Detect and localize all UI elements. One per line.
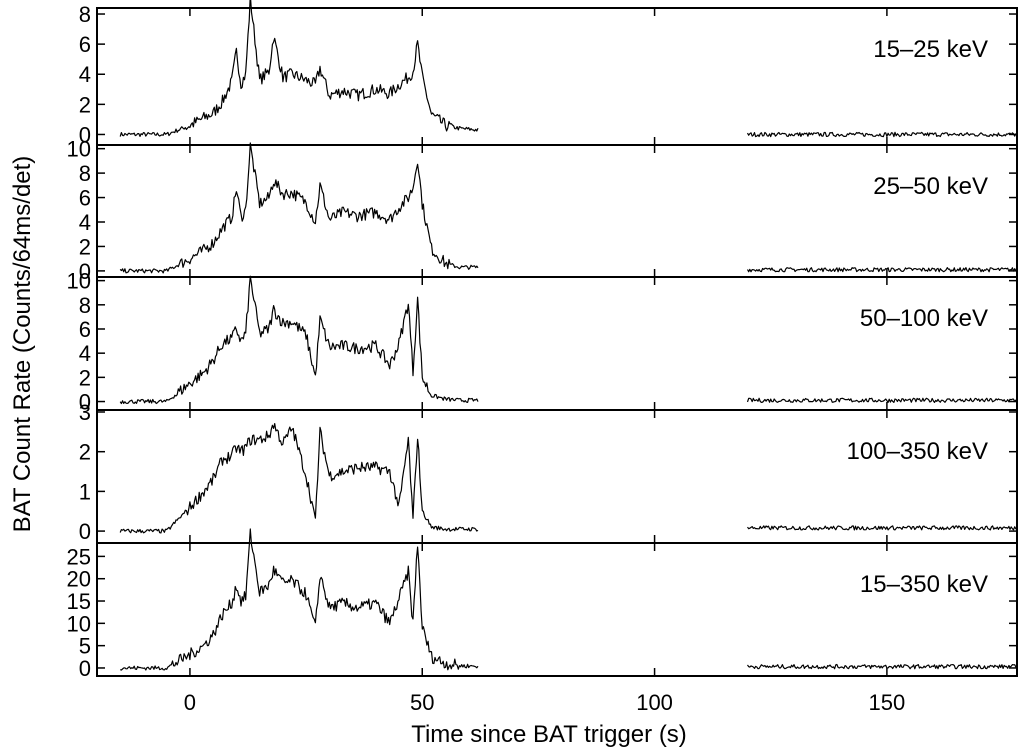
y-tick-label: 10: [67, 269, 91, 294]
y-tick-label: 5: [79, 634, 91, 659]
background-trace: [746, 267, 1018, 273]
light-curve-trace: [119, 275, 479, 405]
light-curve-trace: [119, 423, 479, 534]
y-tick-label: 0: [79, 259, 91, 284]
y-tick-label: 4: [79, 210, 91, 235]
y-axis-title: BAT Count Rate (Counts/64ms/det): [9, 156, 36, 533]
y-tick-label: 8: [79, 161, 91, 186]
background-trace: [747, 663, 1018, 670]
x-tick-label: 0: [184, 690, 196, 715]
y-tick-label: 15: [67, 589, 91, 614]
y-tick-label: 6: [79, 186, 91, 211]
band-label: 15–350 keV: [860, 571, 988, 598]
y-tick-label: 4: [79, 62, 91, 87]
y-tick-label: 10: [67, 137, 91, 162]
y-tick-label: 0: [79, 519, 91, 544]
band-label: 15–25 keV: [873, 36, 988, 63]
panel-frame: [96, 542, 1018, 677]
y-tick-label: 8: [79, 293, 91, 318]
band-label: 25–50 keV: [873, 173, 988, 200]
panel: 0 2 4 6 8 15–25 keV: [79, 0, 1018, 147]
panel: 0 1 2 3 100–350 keV: [79, 400, 1018, 544]
x-tick-label: 100: [636, 690, 673, 715]
light-curve-trace: [120, 528, 479, 671]
y-tick-label: 2: [79, 440, 91, 465]
y-tick-label: 2: [79, 234, 91, 259]
panel-frame: [96, 7, 1018, 146]
light-curve-trace: [119, 142, 479, 274]
background-trace: [746, 131, 1018, 138]
y-tick-label: 6: [79, 317, 91, 342]
x-tick-label: 150: [869, 690, 906, 715]
y-tick-label: 0: [79, 122, 91, 147]
band-label: 50–100 keV: [860, 305, 988, 332]
y-tick-label: 0: [79, 390, 91, 415]
x-axis-title: Time since BAT trigger (s): [411, 721, 687, 748]
y-tick-label: 1: [79, 479, 91, 504]
y-tick-label: 0: [79, 656, 91, 681]
y-tick-label: 2: [79, 365, 91, 390]
y-tick-label: 3: [79, 400, 91, 425]
light-curve-trace: [119, 0, 479, 137]
y-tick-label: 4: [79, 341, 91, 366]
band-label: 100–350 keV: [847, 438, 988, 465]
y-tick-label: 2: [79, 92, 91, 117]
y-tick-label: 25: [67, 544, 91, 569]
y-tick-label: 10: [67, 611, 91, 636]
panel-frame: [96, 144, 1018, 278]
background-trace: [747, 525, 1018, 531]
panel-frame: [96, 276, 1018, 411]
y-tick-label: 8: [79, 2, 91, 27]
panel-frame: [96, 409, 1018, 544]
y-tick-label: 20: [67, 567, 91, 592]
x-tick-label: 50: [410, 690, 434, 715]
y-tick-label: 6: [79, 32, 91, 57]
background-trace: [746, 397, 1018, 403]
